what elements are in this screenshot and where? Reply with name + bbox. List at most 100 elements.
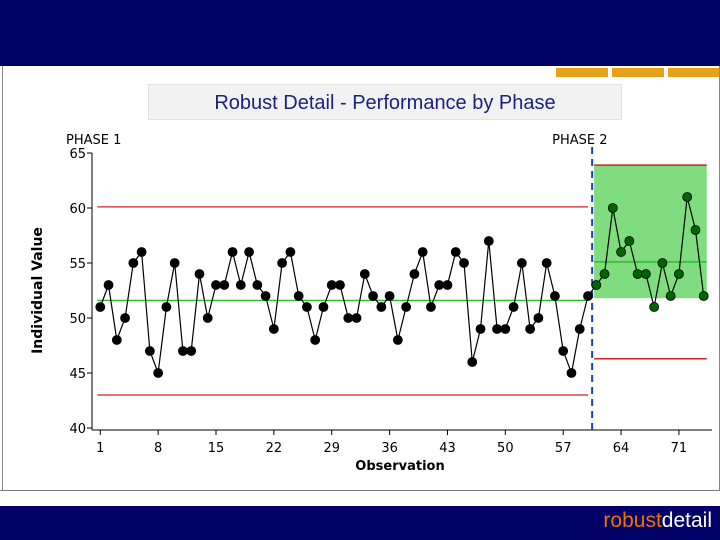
phase2-band: [594, 165, 707, 299]
header-bar: [0, 0, 720, 66]
x-tick-label: 64: [613, 441, 630, 456]
x-axis-title: Observation: [355, 459, 444, 474]
data-point: [401, 302, 412, 312]
data-point: [500, 324, 511, 334]
data-point: [376, 302, 387, 312]
data-point: [219, 280, 230, 290]
data-point: [144, 346, 155, 356]
data-point: [525, 324, 536, 334]
data-point: [442, 280, 453, 290]
data-point: [227, 247, 238, 257]
data-point: [599, 269, 610, 279]
data-point: [566, 368, 577, 378]
x-tick-label: 22: [266, 441, 283, 456]
phase-label-1: PHASE 1: [66, 133, 121, 148]
x-tick-label: 1: [96, 441, 104, 456]
data-point: [120, 313, 130, 323]
data-point: [674, 269, 684, 279]
data-point: [583, 291, 593, 301]
accent-block: [668, 68, 720, 77]
data-point: [516, 258, 527, 268]
x-tick-label: 71: [671, 441, 688, 456]
x-tick-label: 8: [154, 441, 162, 456]
data-point: [95, 302, 106, 312]
y-tick-label: 40: [69, 422, 86, 437]
x-tick-label: 43: [439, 441, 456, 456]
data-point: [161, 302, 172, 312]
data-point: [558, 346, 569, 356]
data-point: [260, 291, 271, 301]
accent-blocks: [556, 68, 720, 77]
data-point: [326, 280, 337, 290]
data-point: [640, 269, 651, 279]
data-point: [682, 192, 693, 202]
logo-text-detail: detail: [661, 509, 712, 532]
x-tick-label: 15: [208, 441, 225, 456]
data-point: [657, 258, 668, 268]
data-point: [459, 258, 469, 268]
data-point: [409, 269, 420, 279]
data-point: [103, 280, 114, 290]
data-point: [153, 368, 164, 378]
data-point: [632, 269, 643, 279]
data-point: [483, 236, 494, 246]
data-point: [665, 291, 676, 301]
data-point: [467, 357, 478, 367]
data-point: [169, 258, 180, 268]
logo-text-robust: robust: [603, 509, 662, 532]
footer-bar: robustdetail: [0, 506, 720, 540]
footer-divider: [0, 490, 720, 491]
data-point: [136, 247, 147, 257]
accent-block: [556, 68, 608, 77]
data-point: [392, 335, 403, 345]
y-axis-title: Individual Value: [30, 227, 46, 354]
data-point: [268, 324, 279, 334]
y-tick-label: 60: [69, 202, 86, 217]
data-point: [698, 291, 709, 301]
y-tick-label: 65: [69, 147, 86, 162]
accent-block: [612, 68, 664, 77]
phase-label-2: PHASE 2: [552, 133, 607, 148]
data-point: [178, 346, 188, 356]
data-point: [690, 225, 701, 235]
data-point: [616, 247, 626, 257]
data-point: [492, 324, 502, 334]
y-tick-label: 55: [69, 257, 86, 272]
data-point: [624, 236, 635, 246]
data-point: [607, 203, 618, 213]
data-point: [277, 258, 288, 268]
y-tick-label: 50: [69, 312, 86, 327]
slide-title: Robust Detail - Performance by Phase: [148, 84, 622, 120]
data-point: [368, 291, 378, 301]
data-point: [318, 302, 329, 312]
data-point: [343, 313, 354, 323]
data-point: [434, 280, 445, 290]
data-point: [302, 302, 312, 312]
data-point: [508, 302, 519, 312]
data-point: [417, 247, 428, 257]
data-point: [310, 335, 321, 345]
data-point: [202, 313, 213, 323]
control-chart: 40 45 50 55 60 65 1 8 15 22 29 36 43 50 57 64 71 Observat…: [30, 133, 712, 474]
data-point: [533, 313, 544, 323]
data-point: [335, 280, 345, 290]
x-tick-label: 36: [381, 441, 398, 456]
data-point: [235, 280, 246, 290]
data-point: [285, 247, 296, 257]
data-point: [574, 324, 585, 334]
data-point: [384, 291, 395, 301]
brand-logo: robustdetail: [603, 509, 712, 533]
x-tick-label: 57: [555, 441, 572, 456]
data-point: [293, 291, 304, 301]
data-point: [128, 258, 139, 268]
y-tick-label: 45: [69, 367, 86, 382]
data-point: [211, 280, 221, 290]
data-point: [649, 302, 660, 312]
data-point: [194, 269, 205, 279]
data-point: [475, 324, 486, 334]
x-tick-label: 50: [497, 441, 514, 456]
data-point: [244, 247, 254, 257]
data-point: [541, 258, 552, 268]
x-tick-label: 29: [323, 441, 340, 456]
data-point: [252, 280, 263, 290]
